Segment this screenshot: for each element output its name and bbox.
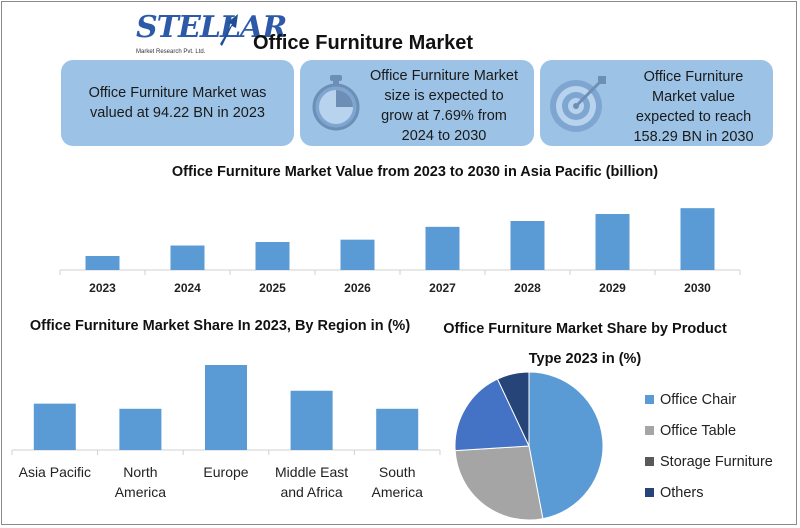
x-tick-label: America <box>372 484 424 500</box>
legend-item: Office Table <box>645 415 773 446</box>
logo-arrow-icon <box>220 14 238 46</box>
stellar-logo: STELLAR Market Research Pvt. Ltd. <box>128 6 287 62</box>
pie-slice <box>454 378 530 452</box>
stat-card-growth-text: Office Furniture Market size is expected… <box>370 68 519 144</box>
legend-item: Others <box>645 477 773 508</box>
x-tick-label: 2023 <box>89 281 116 295</box>
legend-item: Office Chair <box>645 384 773 415</box>
x-tick-label: 2025 <box>259 281 286 295</box>
stat-card-growth: Office Furniture Market size is expected… <box>300 60 534 146</box>
stat-card-forecast-text: Office Furniture Market value expected t… <box>633 69 754 145</box>
bar <box>425 226 460 270</box>
bar <box>170 245 205 270</box>
bar <box>255 242 290 270</box>
pie-slice <box>496 371 530 447</box>
chart-title-asia-pacific: Office Furniture Market Value from 2023 … <box>171 164 659 180</box>
x-tick-label: North <box>123 464 157 480</box>
legend-label: Storage Furniture <box>660 453 773 470</box>
x-tick-label: 2028 <box>514 281 541 295</box>
legend-swatch <box>645 488 654 497</box>
pie-slice <box>454 445 544 521</box>
x-tick-label: Asia Pacific <box>19 464 91 480</box>
bar <box>340 239 375 270</box>
target-icon <box>550 76 606 132</box>
x-tick-label: 2030 <box>684 281 711 295</box>
x-tick-label: 2026 <box>344 281 371 295</box>
bar <box>680 208 715 270</box>
bar <box>595 214 630 270</box>
stat-card-forecast: Office Furniture Market value expected t… <box>540 60 773 146</box>
x-tick-label: 2029 <box>599 281 626 295</box>
bar <box>510 221 545 270</box>
bar <box>85 256 120 270</box>
x-tick-label: 2024 <box>174 281 201 295</box>
pie-legend: Office Chair Office Table Storage Furnit… <box>645 384 773 508</box>
stopwatch-icon <box>312 75 360 131</box>
x-tick-label: and Africa <box>280 484 342 500</box>
bar <box>119 408 162 450</box>
stat-card-valuation-text: Office Furniture Market was valued at 94… <box>88 85 267 121</box>
bar <box>290 390 333 450</box>
chart-title-region: Office Furniture Market Share In 2023, B… <box>29 318 411 334</box>
bar <box>376 408 419 450</box>
x-tick-label: South <box>379 464 416 480</box>
stat-card-valuation: Office Furniture Market was valued at 94… <box>61 60 294 146</box>
x-tick-label: 2027 <box>429 281 456 295</box>
legend-item: Storage Furniture <box>645 446 773 477</box>
legend-swatch <box>645 426 654 435</box>
bar <box>205 365 247 450</box>
pie-slice <box>528 371 604 520</box>
chart-title-product-type: Office Furniture Market Share by Product… <box>443 321 727 367</box>
logo-wordmark: STELLAR <box>136 10 287 45</box>
logo-tagline: Market Research Pvt. Ltd. <box>136 49 206 55</box>
legend-swatch <box>645 457 654 466</box>
legend-swatch <box>645 395 654 404</box>
x-tick-label: Europe <box>203 464 248 480</box>
x-tick-label: Middle East <box>275 464 348 480</box>
page-title: Office Furniture Market <box>253 32 474 54</box>
x-tick-label: America <box>115 484 167 500</box>
bar <box>33 403 76 450</box>
legend-label: Office Chair <box>660 391 737 408</box>
legend-label: Office Table <box>660 422 737 439</box>
legend-label: Others <box>660 484 704 501</box>
